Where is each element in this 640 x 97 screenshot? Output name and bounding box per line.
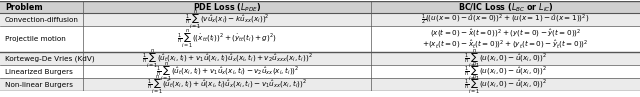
Text: BC/IC Loss ($L_{BC}$ or $L_{IC}$): BC/IC Loss ($L_{BC}$ or $L_{IC}$) [458,1,554,13]
Text: $\frac{1}{n}\sum_{i=1}^{n}(u(x_i,0) - \hat{u}(x_i,0))^2$: $\frac{1}{n}\sum_{i=1}^{n}(u(x_i,0) - \h… [464,61,547,83]
Text: $\frac{1}{n}\sum_{i=1}^{n}(\hat{u}_t(x_i,t_i) + \hat{u}(x_i,t_i)\hat{u}_x(x_i,t_: $\frac{1}{n}\sum_{i=1}^{n}(\hat{u}_t(x_i… [147,74,307,96]
Bar [371,78,640,91]
Bar [83,65,371,78]
Text: Korteweg-De Vries (KdV): Korteweg-De Vries (KdV) [5,55,95,62]
Bar [83,78,371,91]
Bar [0,65,83,78]
Text: $\frac{1}{n}\sum_{i=1}^{n}(\hat{u}_t(x_i,t_i) + v_1\hat{u}_x(x_i,t_i) - v_2\hat{: $\frac{1}{n}\sum_{i=1}^{n}(\hat{u}_t(x_i… [156,61,299,83]
Text: $(x(t=0) - \hat{x}(t=0))^2 + (y(t=0) - \hat{y}(t=0))^2$: $(x(t=0) - \hat{x}(t=0))^2 + (y(t=0) - \… [430,27,581,40]
Text: $\frac{1}{n}\sum_{i=1}^{n}(u(x_i,0) - \hat{u}(x_i,0))^2$: $\frac{1}{n}\sum_{i=1}^{n}(u(x_i,0) - \h… [464,74,547,96]
Text: $\frac{1}{2}((u(x=0) - \hat{u}(x=0))^2 + (u(x=1) - \hat{u}(x=1))^2)$: $\frac{1}{2}((u(x=0) - \hat{u}(x=0))^2 +… [421,13,590,27]
Bar [83,13,371,26]
Bar [0,13,83,26]
Bar [83,26,371,52]
Text: Projectile motion: Projectile motion [5,36,66,42]
Bar [0,1,83,13]
Bar [371,65,640,78]
Text: $\frac{1}{n}\sum_{i=1}^{n}((\dot{x}_{tt}(t_i))^2 + (\dot{y}_{tt}(t_i) + g)^2)$: $\frac{1}{n}\sum_{i=1}^{n}((\dot{x}_{tt}… [177,28,277,50]
Text: $\frac{1}{n}\sum_{i=1}^{n}(\hat{u}_t(x_i,t_i) + v_1\hat{u}(x_i,t_i)\hat{u}_x(x_i: $\frac{1}{n}\sum_{i=1}^{n}(\hat{u}_t(x_i… [142,48,312,70]
Bar [83,52,371,65]
Bar [371,1,640,13]
Bar [0,52,83,65]
Bar [371,52,640,65]
Text: Problem: Problem [5,3,43,12]
Bar [0,26,83,52]
Bar [0,78,83,91]
Text: Linearized Burgers: Linearized Burgers [5,69,73,75]
Text: $\frac{1}{n}\sum_{i=1}^{n}(v\hat{u}_x(x_i) - k\hat{u}_{xx}(x_i))^2$: $\frac{1}{n}\sum_{i=1}^{n}(v\hat{u}_x(x_… [185,9,269,31]
Text: Non-linear Burgers: Non-linear Burgers [5,82,73,88]
Bar [83,1,371,13]
Text: $\frac{1}{n}\sum_{i=1}^{n}(u(x_i,0) - \hat{u}(x_i,0))^2$: $\frac{1}{n}\sum_{i=1}^{n}(u(x_i,0) - \h… [464,48,547,70]
Bar [371,26,640,52]
Bar [371,13,640,26]
Text: PDE Loss ($L_{PDE}$): PDE Loss ($L_{PDE}$) [193,1,261,13]
Text: Convection-diffusion: Convection-diffusion [5,17,79,23]
Text: $+(x_t(t=0) - \hat{x}_t(t=0))^2 + (y_t(t=0) - \hat{y}_t(t=0))^2$: $+(x_t(t=0) - \hat{x}_t(t=0))^2 + (y_t(t… [422,39,589,51]
